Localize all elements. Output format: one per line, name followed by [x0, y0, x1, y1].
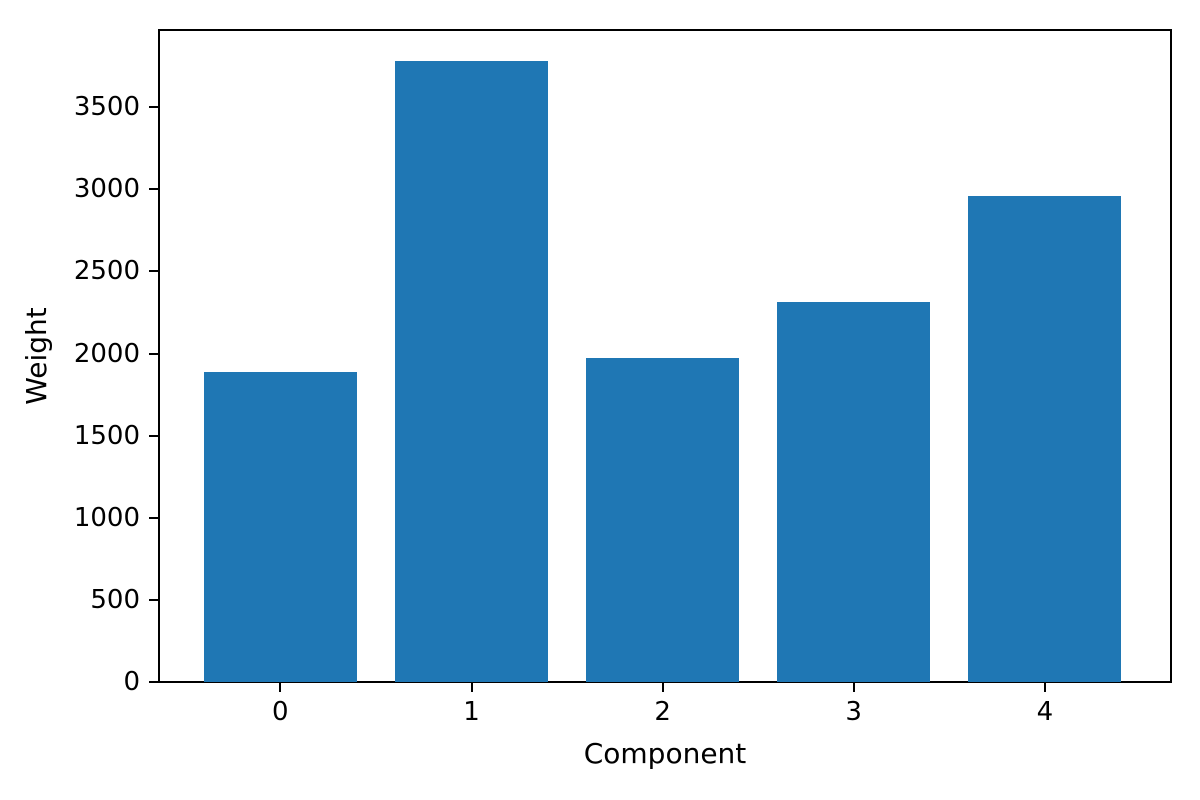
y-tick-label: 3000 [73, 174, 140, 205]
y-tick-mark [149, 516, 158, 519]
x-tick-label: 0 [272, 697, 289, 727]
y-tick-label: 2500 [73, 256, 140, 287]
y-tick-label: 1000 [73, 502, 140, 533]
x-tick-label: 1 [463, 697, 480, 727]
x-tick-label: 2 [654, 697, 671, 727]
x-tick-label: 3 [845, 697, 862, 727]
y-tick-label: 1500 [73, 420, 140, 451]
y-tick-mark [149, 681, 158, 683]
bar-4 [968, 195, 1122, 682]
bar-3 [777, 301, 931, 682]
x-tick-mark [470, 683, 473, 692]
y-tick-label: 0 [123, 667, 140, 697]
y-axis-label: Weight [20, 307, 53, 405]
y-tick-label: 3500 [73, 92, 140, 123]
y-tick-mark [149, 352, 158, 355]
y-tick-mark [149, 106, 158, 109]
bar-2 [586, 357, 739, 682]
y-tick-label: 500 [90, 584, 140, 615]
x-tick-label: 4 [1036, 697, 1054, 727]
y-tick-mark [149, 434, 158, 437]
y-tick-mark [149, 598, 158, 601]
x-tick-mark [661, 683, 664, 692]
x-tick-mark [279, 683, 282, 692]
y-tick-mark [149, 188, 158, 191]
x-tick-mark [852, 683, 855, 692]
y-tick-mark [149, 270, 158, 273]
x-tick-mark [1043, 683, 1046, 692]
y-tick-label: 2000 [73, 338, 140, 369]
bar-1 [395, 61, 548, 682]
bar-0 [203, 372, 357, 682]
x-axis-label: Component [583, 737, 747, 770]
